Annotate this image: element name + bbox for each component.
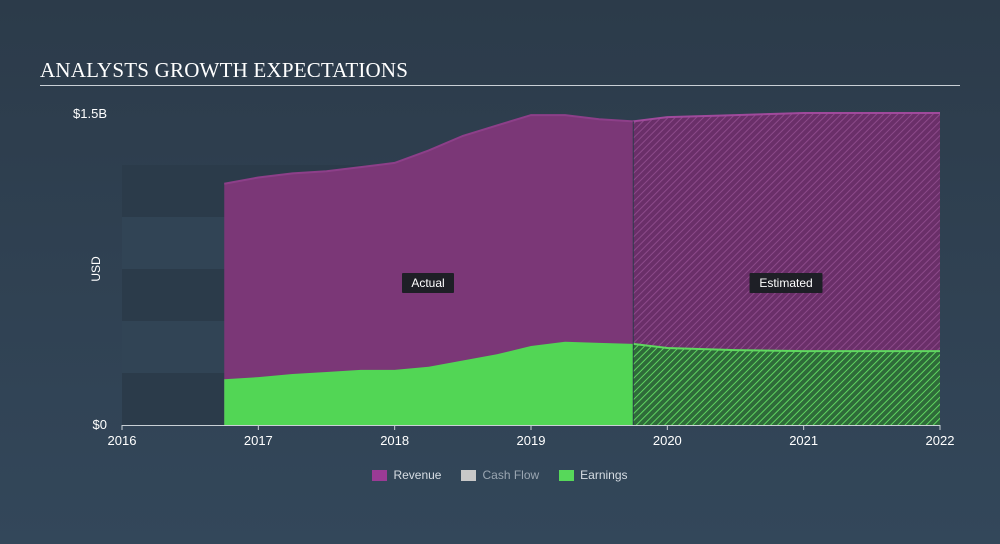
x-tick-label: 2016 [108, 433, 137, 448]
y-tick-label: $0 [93, 417, 107, 432]
actual-label-text: Actual [411, 276, 444, 290]
x-tick-label: 2019 [517, 433, 546, 448]
legend-label-revenue: Revenue [393, 468, 442, 482]
y-axis-label: USD [89, 256, 103, 282]
legend-item-cash-flow[interactable]: Cash Flow [461, 468, 539, 482]
x-tick-label: 2018 [380, 433, 409, 448]
legend: Revenue Cash Flow Earnings [0, 468, 1000, 482]
chart-title: ANALYSTS GROWTH EXPECTATIONS [40, 58, 409, 82]
earnings-area-estimated [633, 343, 940, 425]
actual-label-box [402, 273, 454, 293]
x-tick-label: 2020 [653, 433, 682, 448]
x-tick-label: 2022 [926, 433, 955, 448]
revenue-line-estimated [633, 112, 940, 123]
y-tick-label: $1.5B [73, 106, 107, 121]
legend-item-earnings[interactable]: Earnings [559, 468, 628, 482]
estimated-label: Estimated [749, 273, 823, 293]
legend-item-revenue[interactable]: Revenue [372, 468, 441, 482]
estimated-label-text: Estimated [759, 276, 812, 290]
legend-swatch-cash-flow [461, 469, 477, 481]
estimated-label-box [749, 273, 823, 293]
x-tick-label: 2017 [244, 433, 273, 448]
earnings-area-actual [224, 341, 634, 425]
revenue-line-actual [224, 114, 634, 185]
legend-label-cash-flow: Cash Flow [482, 468, 540, 482]
legend-swatch-revenue [372, 469, 388, 481]
title-divider [40, 85, 960, 86]
legend-label-earnings: Earnings [580, 468, 628, 482]
legend-swatch-earnings [559, 469, 575, 481]
x-tick-label: 2021 [789, 433, 818, 448]
revenue-area-estimated [633, 113, 940, 425]
earnings-line-estimated [633, 342, 940, 353]
actual-label: Actual [402, 273, 454, 293]
